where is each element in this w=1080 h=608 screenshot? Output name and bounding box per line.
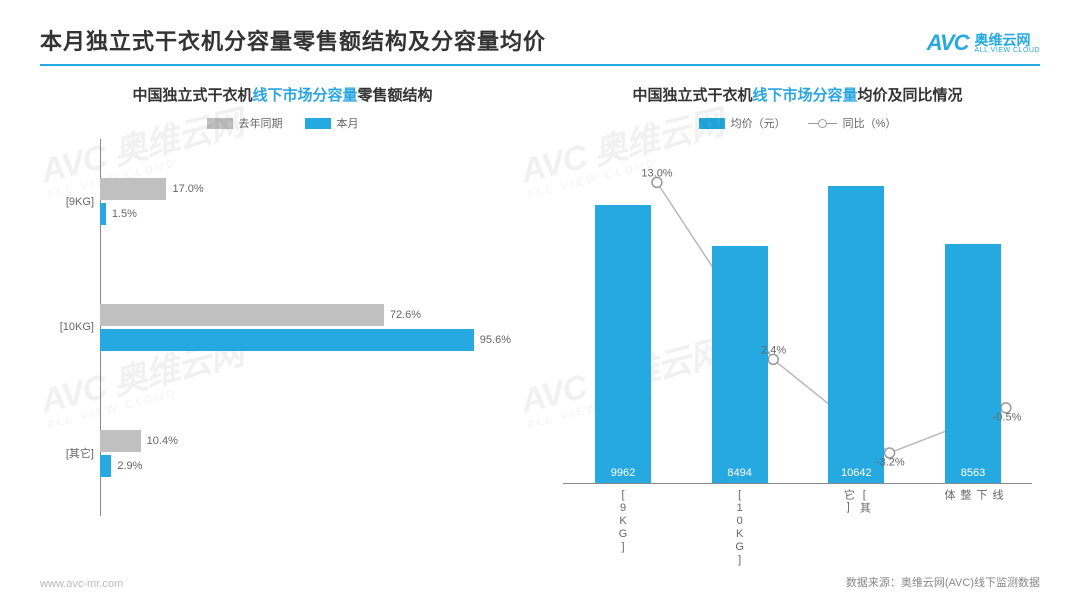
category-label: [其它] [840,489,872,514]
bar-value-label: 1.5% [112,208,137,220]
price-bar: 8494[10KG] [712,246,768,483]
right-chart-title: 中国独立式干衣机线下市场分容量均价及同比情况 [555,84,1040,105]
bar-value-label: 10.4% [147,435,178,447]
category-label: [9KG] [617,489,629,554]
logo-mark: AVC [927,30,969,56]
brand-logo: AVC 奥维云网 ALL VIEW CLOUD [927,30,1040,56]
bar-value-label: 17.0% [172,183,203,195]
logo-cn: 奥维云网 [975,33,1040,47]
bar-group: [10KG]72.6%95.6% [100,301,525,354]
legend-line: 同比（%） [808,115,897,131]
bar-value-label: 9962 [595,467,651,479]
header: 本月独立式干衣机分容量零售额结构及分容量均价 AVC 奥维云网 ALL VIEW… [40,24,1040,66]
left-chart: 中国独立式干衣机线下市场分容量零售额结构 去年同期 本月 [9KG] 17.0% 1.… [40,84,525,544]
category-label: [9KG] [40,196,94,208]
bar-group: [9KG]17.0%1.5% [100,175,525,228]
bar-value-label: 8494 [712,467,768,479]
category-label: 线下整体 [941,489,1005,501]
bar: 17.0% [100,178,166,200]
left-legend: 去年同期 本月 [40,115,525,131]
category-label: [其它] [40,445,94,461]
right-chart-body: 9962[9KG]8494[10KG]10642[其它]8563线下整体13.0… [555,139,1040,544]
left-chart-title: 中国独立式干衣机线下市场分容量零售额结构 [40,84,525,105]
line-point-label: -3.2% [876,456,905,468]
bar-value-label: 72.6% [390,309,421,321]
line-point-label: 13.0% [641,167,672,179]
bar: 1.5% [100,203,106,225]
page-title: 本月独立式干衣机分容量零售额结构及分容量均价 [40,24,546,56]
price-bar: 9962[9KG] [595,205,651,483]
bar: 10.4% [100,430,141,452]
bar: 2.9% [100,455,111,477]
logo-en: ALL VIEW CLOUD [975,47,1040,54]
footer-url: www.avc-mr.com [40,578,123,590]
swatch-icon [699,118,725,129]
footer-source: 数据来源：奥维云网(AVC)线下监测数据 [846,574,1040,590]
legend-item: 去年同期 [207,115,283,131]
bar: 72.6% [100,304,384,326]
legend-item: 本月 [305,115,359,131]
line-point-label: 2.4% [761,344,786,356]
bar-value-label: 2.9% [117,460,142,472]
bar-group: [其它]10.4%2.9% [100,427,525,480]
legend-bar: 均价（元） [699,115,786,131]
category-label: [10KG] [734,489,746,567]
line-point-label: -0.5% [993,411,1022,423]
bar: 95.6% [100,329,474,351]
right-chart: 中国独立式干衣机线下市场分容量均价及同比情况 均价（元） 同比（%） 9962[… [555,84,1040,544]
price-bar: 10642[其它] [828,186,884,483]
swatch-icon [207,118,233,129]
category-label: [10KG] [40,321,94,333]
combo-plot: 9962[9KG] 8494[10KG] 10642[其它] 8563线下整体 13.0… [563,149,1032,484]
bar-value-label: 8563 [945,467,1001,479]
swatch-icon [305,118,331,129]
bar-value-label: 95.6% [480,334,511,346]
page: AVC 奥维云网ALL VIEW CLOUD AVC 奥维云网ALL VIEW … [0,0,1080,608]
charts-row: 中国独立式干衣机线下市场分容量零售额结构 去年同期 本月 [9KG] 17.0% 1.… [40,84,1040,544]
line-swatch-icon [808,119,837,128]
bar-value-label: 10642 [828,467,884,479]
left-chart-body: [9KG] 17.0% 1.5% [10KG] 72.6% 95.6% [其它] 10.4% 2… [40,139,525,544]
price-bar: 8563线下整体 [945,244,1001,483]
right-legend: 均价（元） 同比（%） [555,115,1040,131]
hbar-rows: [9KG]17.0%1.5%[10KG]72.6%95.6%[其它]10.4%2… [100,139,525,544]
